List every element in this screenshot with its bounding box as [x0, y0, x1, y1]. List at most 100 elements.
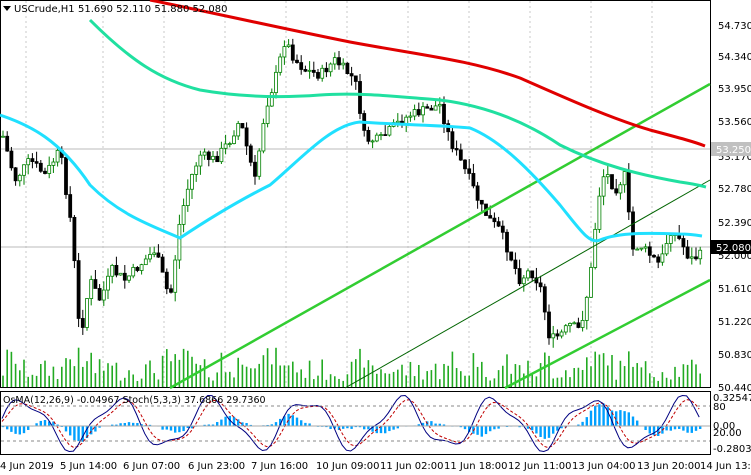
candle-body	[358, 81, 362, 114]
candle-body	[80, 318, 85, 328]
time-axis: 4 Jun 2019 5 Jun 14:00 6 Jun 07:00 6 Jun…	[0, 461, 751, 472]
candle-body	[215, 155, 220, 163]
candle-body	[337, 57, 341, 66]
candle-body	[517, 268, 522, 285]
candle-body	[223, 143, 228, 149]
triangle-down-icon[interactable]	[3, 6, 11, 11]
candle-body	[341, 62, 346, 66]
candle-body	[257, 150, 262, 177]
moving-average-red	[149, 0, 706, 148]
osc-axis-label: 0.00	[713, 421, 735, 432]
candle-body	[488, 215, 493, 219]
candle-body	[328, 63, 333, 73]
candle-body	[559, 331, 564, 337]
candle-body	[51, 161, 56, 166]
price-label: 50.830	[718, 350, 751, 361]
candle-body	[475, 185, 480, 201]
time-label: 6 Jun 23:00	[188, 461, 245, 472]
candle-body	[127, 275, 131, 281]
candle-body	[265, 105, 270, 124]
candle-body	[584, 296, 589, 321]
candle-body	[421, 106, 425, 116]
candle-body	[605, 174, 610, 178]
candle-body	[689, 256, 694, 259]
candle-body	[97, 288, 102, 301]
candle-body	[366, 129, 371, 142]
candle-body	[173, 259, 178, 293]
candle-body	[219, 147, 224, 163]
volume-histogram	[2, 347, 702, 387]
current-price-marker-text: 52.080	[716, 243, 751, 254]
candle-body	[576, 322, 581, 328]
candle-body	[232, 135, 236, 144]
candle-body	[479, 199, 484, 205]
candle-body	[177, 223, 182, 261]
candle-body	[5, 135, 10, 152]
candle-body	[13, 167, 18, 182]
candle-body	[135, 267, 140, 271]
candle-body	[169, 288, 173, 293]
candle-body	[156, 252, 161, 258]
candle-body	[463, 159, 467, 170]
candle-body	[589, 267, 593, 298]
price-label: 54.730	[718, 21, 751, 32]
price-label: 52.000	[718, 251, 751, 262]
candle-body	[458, 149, 463, 161]
candle-body	[412, 109, 417, 117]
candle-body	[26, 158, 31, 166]
candle-body	[698, 249, 703, 260]
osc-axis-label: 20.00	[713, 428, 742, 439]
candle-body	[261, 123, 266, 152]
time-label: 13 Jun 20:00	[637, 461, 701, 472]
candle-body	[647, 246, 652, 256]
candle-body	[597, 195, 602, 230]
candle-body	[190, 174, 194, 190]
candle-body	[114, 264, 119, 276]
candle-body	[1, 135, 5, 138]
candle-body	[425, 106, 430, 109]
candle-body	[572, 322, 577, 325]
candle-body	[76, 260, 81, 319]
price-label: 52.390	[718, 218, 751, 229]
osc-axis-label: 80	[713, 402, 726, 413]
candle-body	[643, 246, 648, 249]
time-label: 6 Jun 07:00	[123, 461, 180, 472]
price-label: 54.340	[718, 52, 751, 63]
candle-body	[568, 322, 572, 327]
channel-mid-line	[344, 179, 711, 389]
price-label: 53.950	[718, 84, 751, 95]
candle-body	[198, 154, 203, 167]
candle-body	[282, 46, 287, 58]
candle-body	[496, 221, 501, 227]
candle-body	[43, 170, 47, 174]
candle-body	[652, 254, 656, 258]
candle-body	[9, 150, 14, 169]
candle-body	[139, 264, 144, 271]
candle-body	[454, 148, 459, 151]
candle-body	[555, 333, 560, 337]
candle-body	[547, 311, 551, 339]
candle-body	[635, 248, 640, 251]
candle-body	[152, 252, 157, 255]
candle-body	[211, 155, 215, 160]
price-label: 53.170	[718, 152, 751, 163]
candle-body	[85, 298, 89, 328]
candlestick-series	[1, 38, 703, 348]
level-marker-53250-text: 53.250	[716, 145, 751, 156]
candle-body	[660, 253, 665, 263]
candle-body	[227, 143, 232, 145]
candle-body	[274, 71, 278, 94]
candle-body	[269, 92, 274, 107]
time-label: 4 Jun 2019	[0, 461, 54, 472]
candle-body	[353, 75, 358, 82]
candle-body	[118, 272, 123, 276]
candle-body	[286, 44, 291, 48]
candle-body	[416, 109, 421, 116]
candle-body	[68, 194, 73, 218]
candle-body	[64, 157, 68, 195]
candle-body	[664, 243, 669, 255]
candle-body	[316, 72, 320, 79]
current-price-marker	[711, 240, 751, 254]
